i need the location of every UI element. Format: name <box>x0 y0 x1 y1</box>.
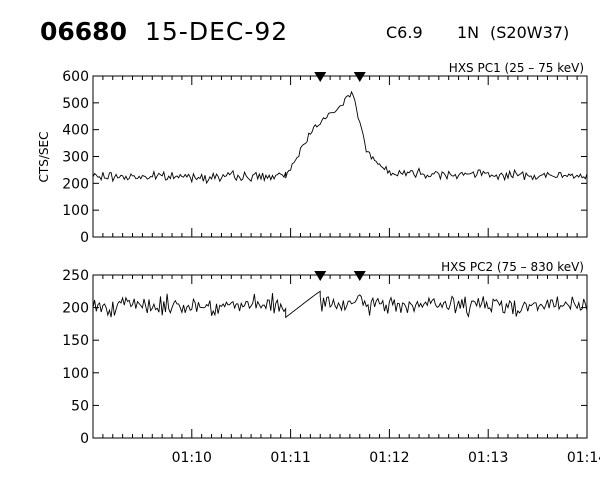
series-line <box>92 90 588 185</box>
panel-pc1-title: HXS PC1 (25 – 75 keV) <box>449 61 584 75</box>
x-tick-label: 01:10 <box>172 450 212 466</box>
y-tick-label: 0 <box>80 431 89 447</box>
y-tick-label: 200 <box>62 301 89 317</box>
y-tick-label: 100 <box>62 366 89 382</box>
panel-pc2-title: HXS PC2 (75 – 830 keV) <box>441 260 584 274</box>
y-tick-label: 300 <box>62 150 89 166</box>
flare-importance: 1N <box>457 23 479 42</box>
y-tick-label: 100 <box>62 203 89 219</box>
event-date: 15-DEC-92 <box>145 17 288 46</box>
y-tick-label: 500 <box>62 96 89 112</box>
panel-pc2: HXS PC2 (75 – 830 keV) 0 50 100 150 200 250 <box>62 260 588 447</box>
interval-marker <box>353 72 366 82</box>
y-tick-label: 600 <box>62 69 89 85</box>
x-tick-label: 01:12 <box>369 450 409 466</box>
header: 06680 15-DEC-92 C6.9 1N (S20W37) <box>40 17 569 46</box>
panel-pc1: HXS PC1 (25 – 75 keV) CTS/SEC 0 100 200 300… <box>37 61 588 246</box>
y-tick-label: 0 <box>80 230 89 246</box>
event-id: 06680 <box>40 17 127 46</box>
y-tick-label: 50 <box>71 398 89 414</box>
interval-marker <box>314 72 327 82</box>
plot-frame <box>92 274 588 439</box>
flare-location: (S20W37) <box>490 23 569 42</box>
plot-frame <box>92 75 588 238</box>
y-tick-label: 200 <box>62 176 89 192</box>
interval-marker <box>314 271 327 281</box>
y-tick-label: 400 <box>62 123 89 139</box>
x-tick-label: 01:14 <box>567 450 600 466</box>
panel-pc1-ylabel: CTS/SEC <box>37 132 51 183</box>
flare-class: C6.9 <box>386 23 423 42</box>
y-tick-label: 150 <box>62 333 89 349</box>
interval-marker <box>353 271 366 281</box>
x-tick-label: 01:13 <box>468 450 508 466</box>
series-line <box>92 290 588 319</box>
y-tick-label: 250 <box>62 268 89 284</box>
x-axis-tick-labels: 01:10 01:11 01:12 01:13 01:14 <box>172 450 600 466</box>
x-tick-label: 01:11 <box>270 450 310 466</box>
